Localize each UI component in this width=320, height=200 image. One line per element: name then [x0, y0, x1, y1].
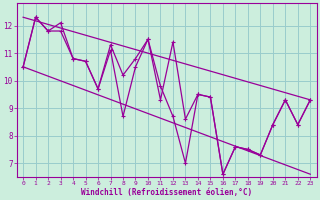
X-axis label: Windchill (Refroidissement éolien,°C): Windchill (Refroidissement éolien,°C)	[81, 188, 252, 197]
